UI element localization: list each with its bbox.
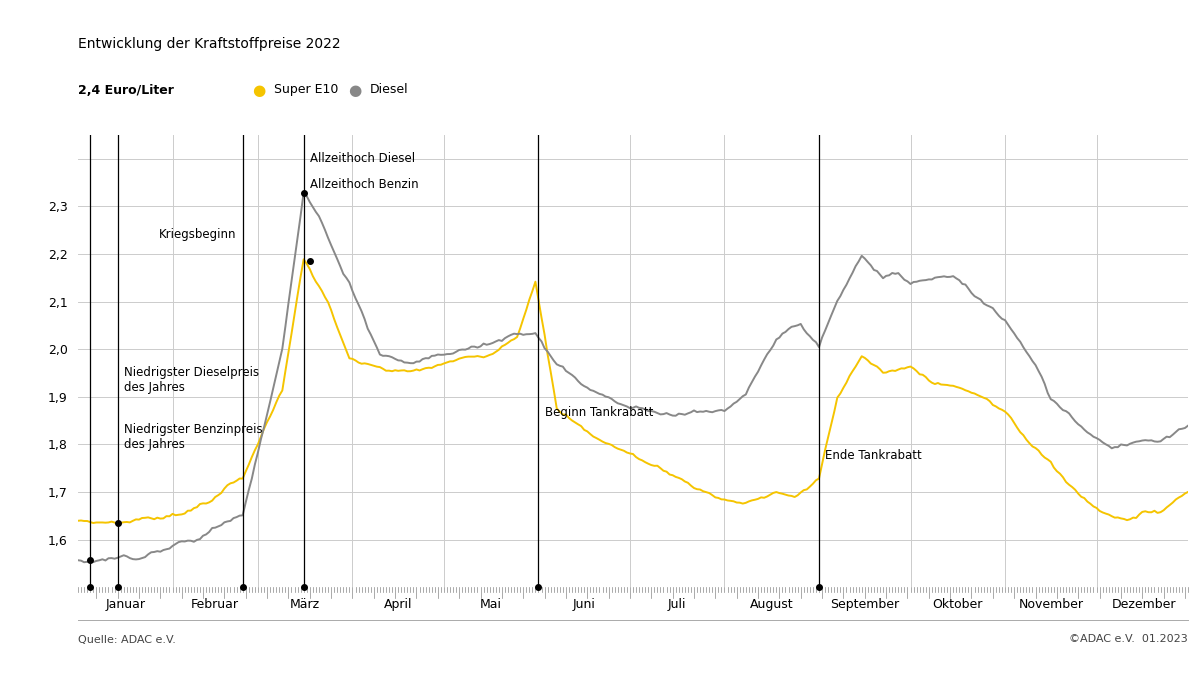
Text: ●: ● [252, 83, 265, 98]
Text: Niedrigster Dieselpreis
des Jahres: Niedrigster Dieselpreis des Jahres [124, 366, 259, 394]
Text: Super E10: Super E10 [274, 83, 338, 96]
Text: Allzeithoch Benzin: Allzeithoch Benzin [310, 178, 419, 191]
Text: Quelle: ADAC e.V.: Quelle: ADAC e.V. [78, 634, 176, 645]
Text: Entwicklung der Kraftstoffpreise 2022: Entwicklung der Kraftstoffpreise 2022 [78, 37, 341, 51]
Text: Diesel: Diesel [370, 83, 408, 96]
Text: ©ADAC e.V.  01.2023: ©ADAC e.V. 01.2023 [1069, 634, 1188, 645]
Text: Allzeithoch Diesel: Allzeithoch Diesel [310, 152, 415, 165]
Text: Beginn Tankrabatt: Beginn Tankrabatt [545, 406, 653, 419]
Text: Niedrigster Benzinpreis
des Jahres: Niedrigster Benzinpreis des Jahres [124, 423, 263, 451]
Text: ●: ● [348, 83, 361, 98]
Text: Kriegsbeginn: Kriegsbeginn [160, 228, 236, 241]
Text: 2,4 Euro/Liter: 2,4 Euro/Liter [78, 84, 174, 97]
Text: Ende Tankrabatt: Ende Tankrabatt [826, 449, 922, 462]
